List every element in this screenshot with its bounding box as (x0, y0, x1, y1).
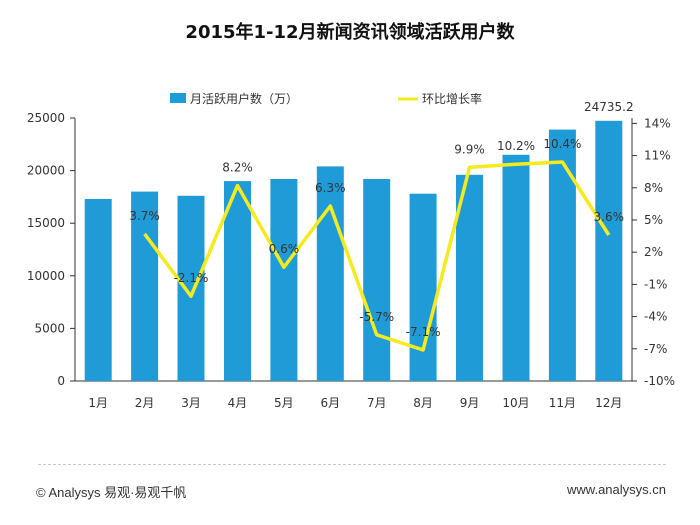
footer-website: www.analysys.cn (567, 482, 666, 497)
x-tick-label-8: 8月 (413, 396, 433, 410)
x-tick-label-12: 12月 (595, 396, 622, 410)
right-tick-label-8: 14% (644, 116, 671, 130)
right-tick-label-6: 8% (644, 181, 663, 195)
footer-divider (38, 464, 666, 465)
bar-11 (548, 129, 576, 381)
left-tick-label-5: 25000 (27, 111, 65, 125)
growth-label-4: 8.2% (222, 161, 253, 175)
bar-12 (595, 120, 623, 382)
left-tick-label-2: 10000 (27, 269, 65, 283)
legend-bar-swatch (170, 93, 186, 103)
x-tick-label-5: 5月 (274, 396, 294, 410)
growth-rate-line (143, 160, 611, 352)
right-tick-label-2: -4% (644, 310, 667, 324)
growth-label-2: 3.7% (129, 209, 160, 223)
x-tick-label-4: 4月 (228, 396, 248, 410)
left-tick-label-0: 0 (57, 374, 65, 388)
growth-label-12: 3.6% (594, 210, 625, 224)
x-tick-label-3: 3月 (181, 396, 201, 410)
bars-group: 24735.2 (84, 100, 634, 382)
right-tick-label-7: 11% (644, 149, 671, 163)
growth-label-5: 0.6% (269, 242, 300, 256)
x-tick-label-7: 7月 (367, 396, 387, 410)
bar-1 (84, 199, 112, 381)
right-tick-label-1: -7% (644, 342, 667, 356)
right-tick-label-3: -1% (644, 277, 667, 291)
legend-bar-label: 月活跃用户数（万） (190, 91, 298, 106)
bar-value-label-12: 24735.2 (584, 100, 634, 114)
growth-label-7: -5.7% (359, 310, 394, 324)
bar-3 (177, 195, 205, 381)
bar-5 (270, 179, 298, 381)
chart-title: 2015年1-12月新闻资讯领域活跃用户数 (185, 22, 515, 43)
left-tick-label-3: 15000 (27, 216, 65, 230)
x-tick-label-2: 2月 (135, 396, 155, 410)
growth-label-3: -2.1% (174, 271, 209, 285)
bar-10 (502, 154, 530, 381)
right-tick-label-5: 5% (644, 213, 663, 227)
bar-6 (316, 166, 344, 381)
right-tick-label-4: 2% (644, 245, 663, 259)
growth-label-8: -7.1% (406, 325, 441, 339)
growth-label-6: 6.3% (315, 181, 346, 195)
growth-label-11: 10.4% (543, 137, 581, 151)
bar-7 (363, 179, 391, 381)
bar-8 (409, 193, 437, 381)
x-tick-label-11: 11月 (549, 396, 576, 410)
left-tick-label-1: 5000 (34, 321, 65, 335)
legend-line-label: 环比增长率 (422, 91, 482, 106)
x-tick-label-10: 10月 (502, 396, 529, 410)
x-tick-label-9: 9月 (460, 396, 480, 410)
growth-label-9: 9.9% (454, 142, 485, 156)
right-tick-label-0: -10% (644, 374, 675, 388)
left-tick-label-4: 20000 (27, 164, 65, 178)
growth-label-10: 10.2% (497, 139, 535, 153)
x-tick-label-1: 1月 (88, 396, 108, 410)
ticks-group: 0 5000 10000 15000 20000 25000 -10% -7% -4% -1% 2%… (27, 111, 675, 410)
bar-2 (131, 191, 159, 381)
x-tick-label-6: 6月 (320, 396, 340, 410)
footer-copyright: © Analysys 易观·易观千帆 (36, 485, 187, 500)
bar-4 (224, 181, 251, 381)
line-group: 3.7% -2.1% 8.2% 0.6% 6.3% -5.7% -7.1% 9.9% 10.2%… (129, 137, 625, 352)
